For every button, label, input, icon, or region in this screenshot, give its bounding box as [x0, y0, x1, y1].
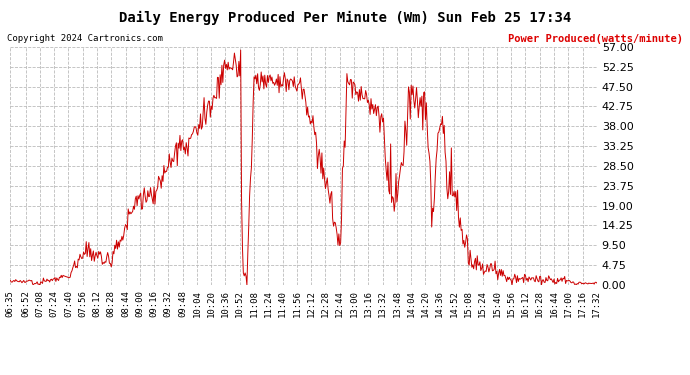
- Text: Copyright 2024 Cartronics.com: Copyright 2024 Cartronics.com: [7, 34, 163, 43]
- Text: Daily Energy Produced Per Minute (Wm) Sun Feb 25 17:34: Daily Energy Produced Per Minute (Wm) Su…: [119, 11, 571, 26]
- Text: Power Produced(watts/minute): Power Produced(watts/minute): [508, 34, 683, 44]
